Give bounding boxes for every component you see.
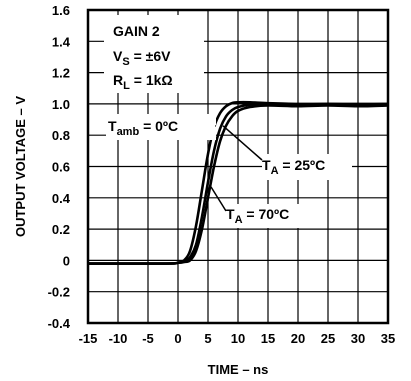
ta25-leader: [222, 125, 263, 161]
y-tick-label: 1.4: [52, 34, 71, 49]
y-tick-label: 1.0: [52, 97, 70, 112]
series-group: [87, 100, 389, 265]
y-tick-label: -0.2: [48, 285, 70, 300]
x-tick-label: 30: [351, 331, 365, 346]
y-tick-label: 0.6: [52, 160, 70, 175]
ta-25c-label: TA = 25ºC: [262, 157, 325, 177]
y-tick-label: 0: [63, 253, 70, 268]
ta25-label-background: [262, 154, 352, 180]
y-tick-label: 1.2: [52, 66, 70, 81]
x-axis-label: TIME – ns: [208, 362, 269, 377]
x-tick-label: -10: [109, 331, 128, 346]
x-tick-label: 20: [291, 331, 305, 346]
y-tick-label: 0.2: [52, 222, 70, 237]
ta70-label-background: [226, 204, 312, 228]
y-axis-label: OUTPUT VOLTAGE – V: [13, 96, 28, 237]
y-tick-label: 0.4: [52, 191, 71, 206]
ta-70c-label: TA = 70ºC: [226, 206, 289, 226]
x-tick-label: 5: [204, 331, 211, 346]
supply-annotation: VS = ±6V: [113, 48, 171, 68]
tamb-label-background: [106, 114, 216, 140]
y-tick-labels: 1.6 1.4 1.2 1.0 0.8 0.6 0.4 0.2 0 -0.2 -0.4: [48, 3, 71, 331]
x-tick-labels: -15 -10 -5 0 5 10 15 20 25 30 35: [79, 331, 396, 346]
x-tick-label: 35: [381, 331, 395, 346]
annotation-box: [104, 15, 204, 93]
y-tick-label: 1.6: [52, 3, 70, 18]
leader-lines: [210, 125, 263, 212]
y-tick-label: -0.4: [48, 316, 71, 331]
x-tick-label: 0: [174, 331, 181, 346]
x-tick-label: 10: [231, 331, 245, 346]
gain-annotation: GAIN 2: [113, 23, 160, 39]
x-tick-label: -15: [79, 331, 98, 346]
tamb-0c-label: Tamb = 0ºC: [108, 118, 178, 138]
x-tick-label: -5: [142, 331, 154, 346]
x-tick-label: 25: [321, 331, 335, 346]
plot-frame: [86, 8, 390, 325]
y-tick-label: 0.8: [52, 128, 70, 143]
x-tick-label: 15: [261, 331, 275, 346]
load-annotation: RL = 1kΩ: [113, 72, 173, 92]
ta70-leader: [210, 186, 227, 212]
series-line-3: [87, 104, 389, 265]
